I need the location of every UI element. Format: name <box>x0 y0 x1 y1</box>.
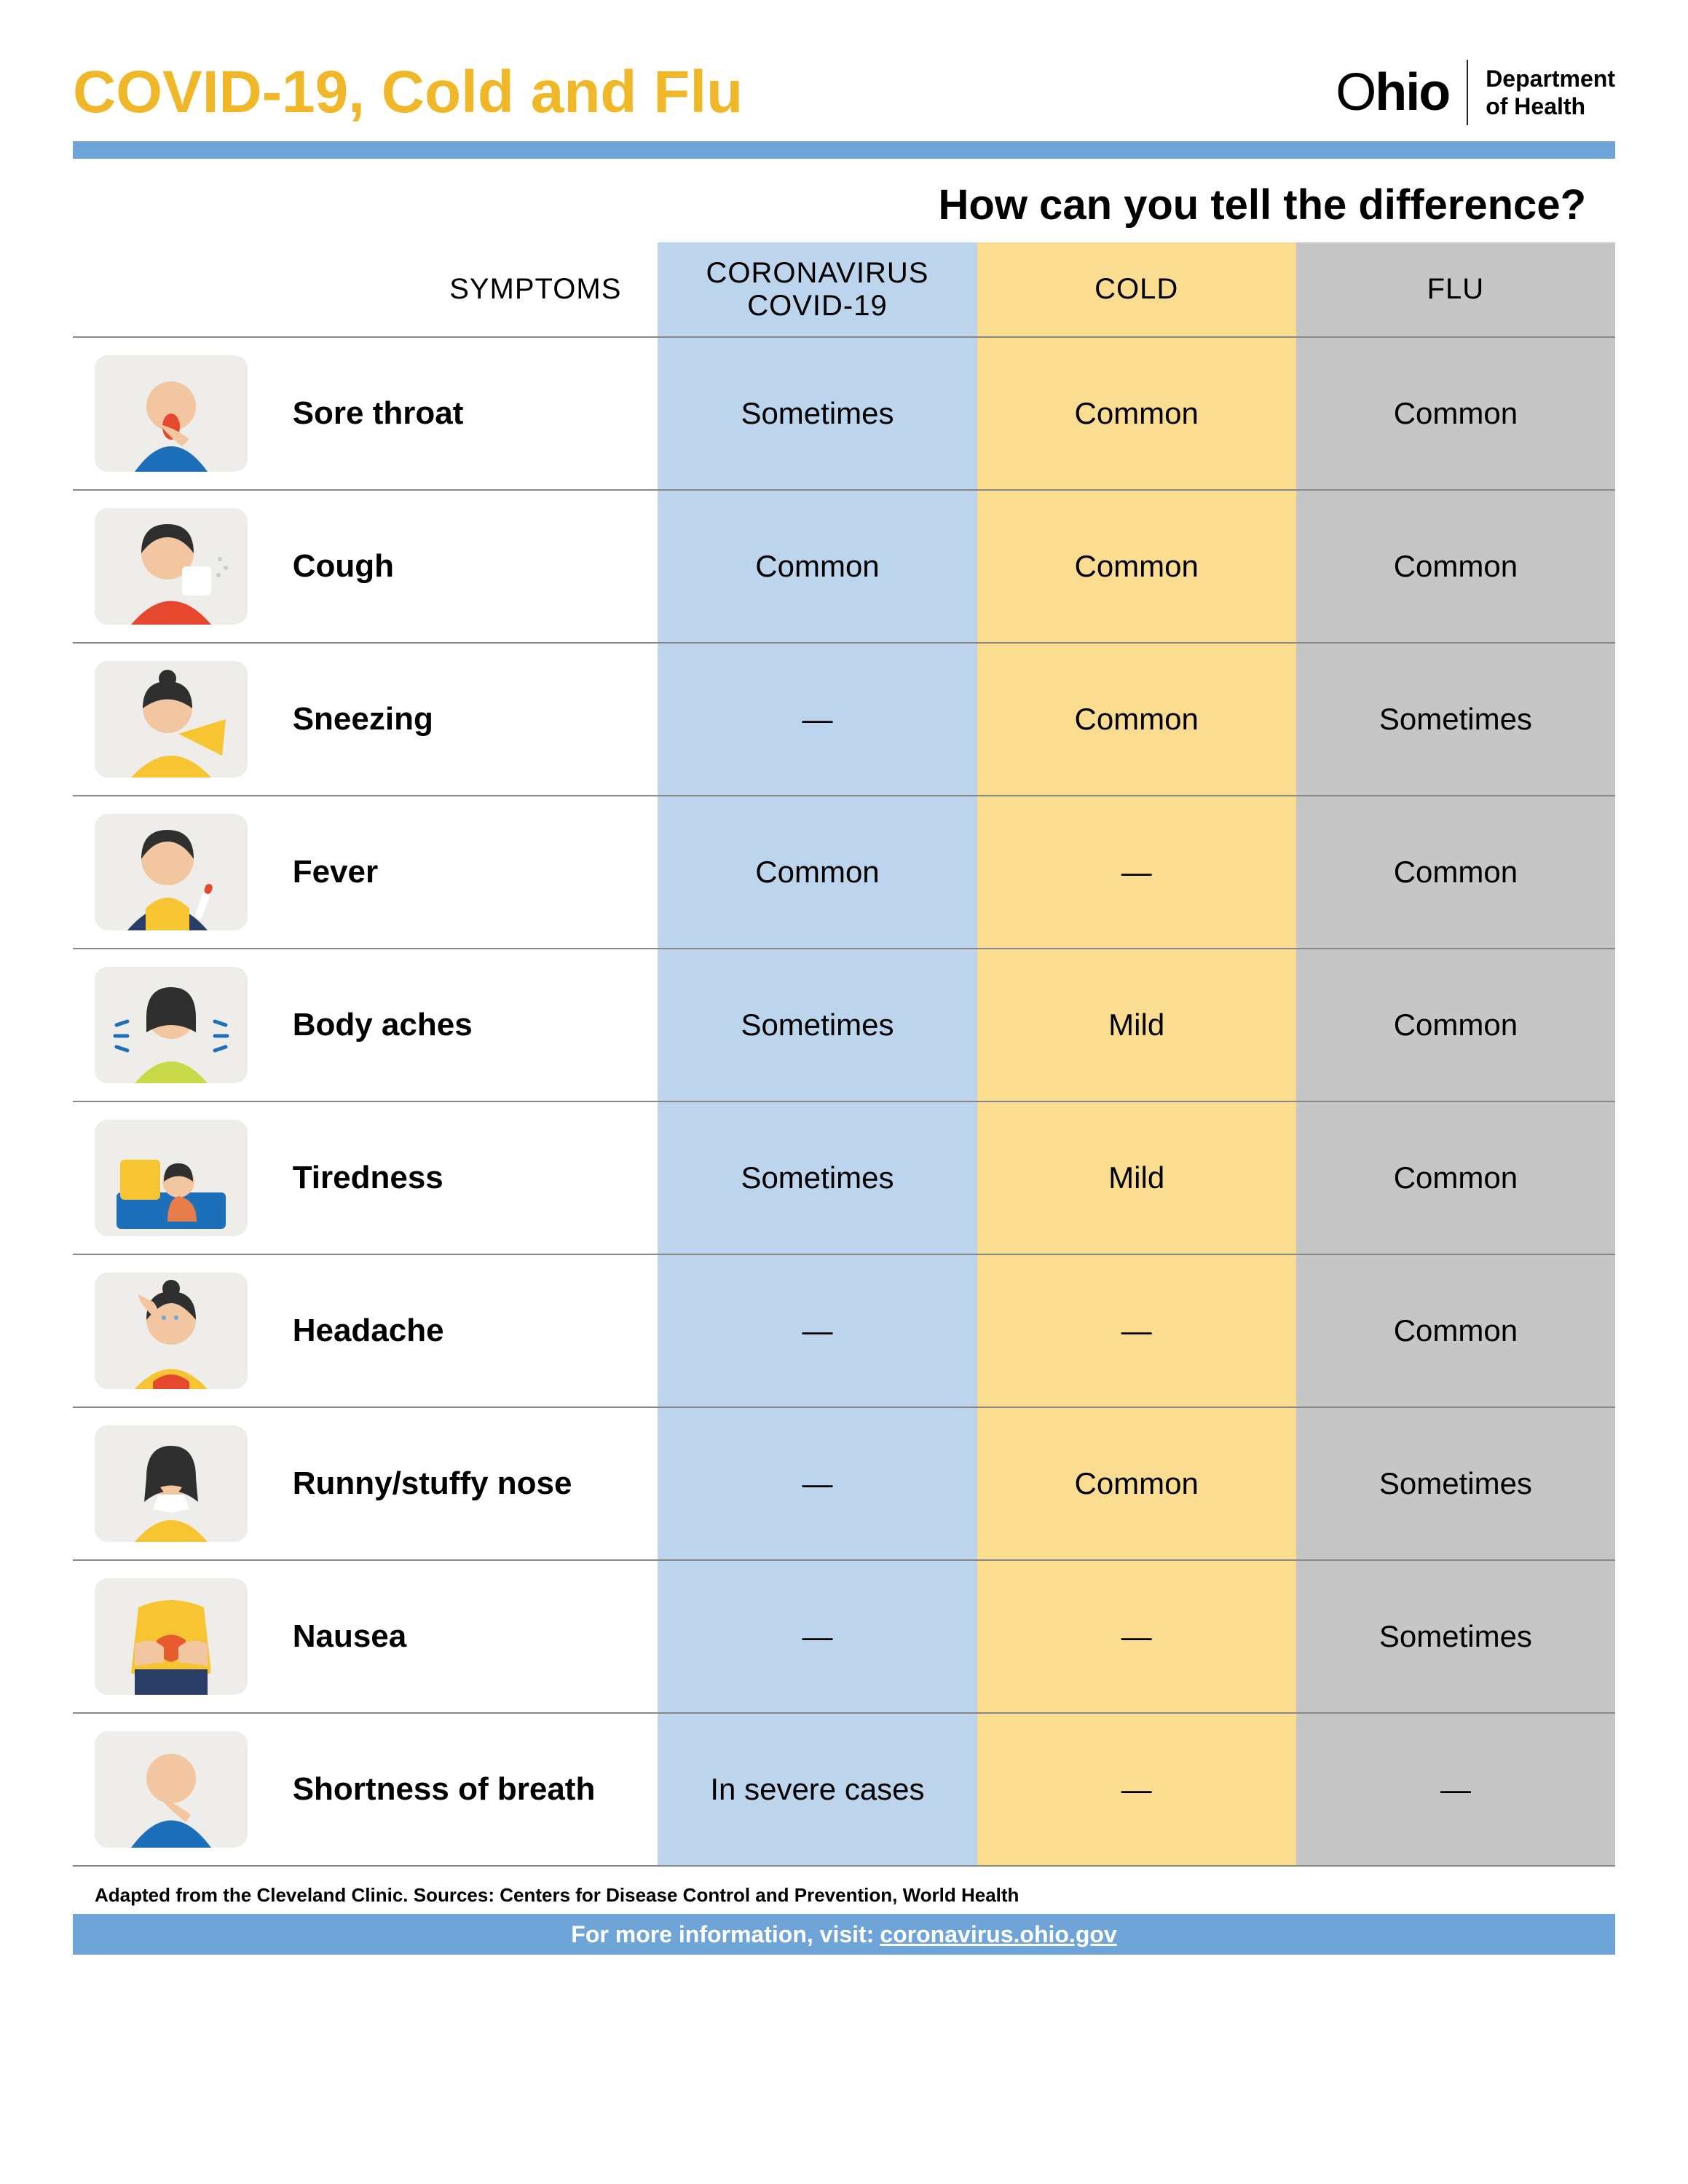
flu-value: Common <box>1296 1101 1615 1254</box>
symptom-name: Sneezing <box>278 643 658 796</box>
symptom-name: Nausea <box>278 1560 658 1713</box>
table-header-row: SYMPTOMS CORONAVIRUS COVID-19 COLD FLU <box>73 242 1615 337</box>
col-icon-header <box>73 242 278 337</box>
symptom-icon <box>95 1120 248 1236</box>
cold-value: Common <box>977 337 1296 490</box>
symptom-name: Runny/stuffy nose <box>278 1407 658 1560</box>
symptom-name: Fever <box>278 796 658 949</box>
table-row: Body aches Sometimes Mild Common <box>73 949 1615 1101</box>
flu-value: Sometimes <box>1296 1560 1615 1713</box>
cold-value: Mild <box>977 1101 1296 1254</box>
symptom-icon-cell <box>73 1407 278 1560</box>
symptom-icon <box>95 814 248 930</box>
table-row: Nausea — — Sometimes <box>73 1560 1615 1713</box>
symptom-icon-cell <box>73 643 278 796</box>
covid-value: — <box>658 1560 977 1713</box>
table-row: Headache — — Common <box>73 1254 1615 1407</box>
footer-bar: For more information, visit: coronavirus… <box>73 1914 1615 1955</box>
symptom-icon-cell <box>73 1560 278 1713</box>
symptom-icon <box>95 1425 248 1542</box>
symptom-icon <box>95 661 248 778</box>
page-title: COVID-19, Cold and Flu <box>73 58 743 127</box>
symptom-icon-cell <box>73 1101 278 1254</box>
covid-value: Sometimes <box>658 337 977 490</box>
table-row: Shortness of breath In severe cases — — <box>73 1713 1615 1866</box>
header: COVID-19, Cold and Flu Ohio Department o… <box>73 58 1615 127</box>
flu-value: — <box>1296 1713 1615 1866</box>
covid-value: Sometimes <box>658 1101 977 1254</box>
symptom-table: SYMPTOMS CORONAVIRUS COVID-19 COLD FLU S… <box>73 242 1615 1867</box>
table-row: Tiredness Sometimes Mild Common <box>73 1101 1615 1254</box>
symptom-icon-cell <box>73 949 278 1101</box>
table-row: Runny/stuffy nose — Common Sometimes <box>73 1407 1615 1560</box>
symptom-icon <box>95 1731 248 1848</box>
logo-dept-line1: Department <box>1486 65 1615 92</box>
logo: Ohio Department of Health <box>1336 60 1615 125</box>
subtitle: How can you tell the difference? <box>73 181 1615 229</box>
symptom-name: Sore throat <box>278 337 658 490</box>
footnote: Adapted from the Cleveland Clinic. Sourc… <box>73 1867 1615 1914</box>
logo-dept-line2: of Health <box>1486 92 1615 120</box>
logo-dept: Department of Health <box>1486 65 1615 121</box>
covid-value: — <box>658 1407 977 1560</box>
flu-value: Common <box>1296 490 1615 643</box>
symptom-icon <box>95 508 248 625</box>
table-row: Cough Common Common Common <box>73 490 1615 643</box>
col-cold-header: COLD <box>977 242 1296 337</box>
cold-value: — <box>977 1560 1296 1713</box>
table-row: Sneezing — Common Sometimes <box>73 643 1615 796</box>
symptom-icon-cell <box>73 1254 278 1407</box>
cold-value: Common <box>977 1407 1296 1560</box>
footer-text: For more information, visit: <box>571 1921 874 1948</box>
symptom-name: Body aches <box>278 949 658 1101</box>
symptom-icon <box>95 1578 248 1695</box>
symptom-icon-cell <box>73 1713 278 1866</box>
logo-divider <box>1467 60 1468 125</box>
cold-value: Common <box>977 490 1296 643</box>
flu-value: Sometimes <box>1296 1407 1615 1560</box>
symptom-name: Headache <box>278 1254 658 1407</box>
cold-value: Common <box>977 643 1296 796</box>
top-bar <box>73 141 1615 159</box>
col-symptoms-header: SYMPTOMS <box>278 242 658 337</box>
flu-value: Common <box>1296 949 1615 1101</box>
symptom-icon-cell <box>73 337 278 490</box>
symptom-icon-cell <box>73 796 278 949</box>
covid-value: Common <box>658 490 977 643</box>
cold-value: Mild <box>977 949 1296 1101</box>
symptom-icon <box>95 967 248 1083</box>
covid-value: — <box>658 643 977 796</box>
flu-value: Common <box>1296 796 1615 949</box>
symptom-name: Shortness of breath <box>278 1713 658 1866</box>
flu-value: Sometimes <box>1296 643 1615 796</box>
covid-value: Sometimes <box>658 949 977 1101</box>
table-row: Fever Common — Common <box>73 796 1615 949</box>
cold-value: — <box>977 1713 1296 1866</box>
covid-value: In severe cases <box>658 1713 977 1866</box>
table-row: Sore throat Sometimes Common Common <box>73 337 1615 490</box>
symptom-icon <box>95 1273 248 1389</box>
covid-value: Common <box>658 796 977 949</box>
col-flu-header: FLU <box>1296 242 1615 337</box>
symptom-icon-cell <box>73 490 278 643</box>
symptom-name: Cough <box>278 490 658 643</box>
col-covid-header: CORONAVIRUS COVID-19 <box>658 242 977 337</box>
covid-value: — <box>658 1254 977 1407</box>
flu-value: Common <box>1296 337 1615 490</box>
table-body: Sore throat Sometimes Common Common Coug… <box>73 337 1615 1866</box>
cold-value: — <box>977 796 1296 949</box>
symptom-icon <box>95 355 248 472</box>
flu-value: Common <box>1296 1254 1615 1407</box>
logo-state: Ohio <box>1336 63 1449 122</box>
cold-value: — <box>977 1254 1296 1407</box>
symptom-name: Tiredness <box>278 1101 658 1254</box>
footer-link[interactable]: coronavirus.ohio.gov <box>880 1921 1116 1948</box>
